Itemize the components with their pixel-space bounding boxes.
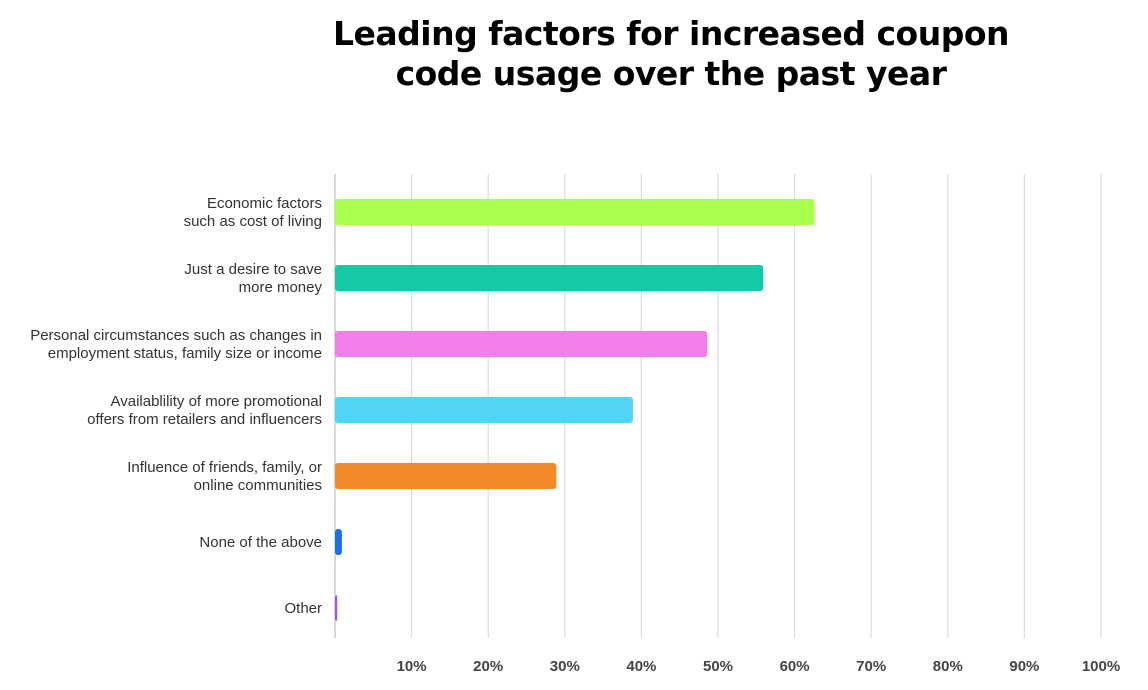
category-label-4: Availablility of more promotional offers … bbox=[87, 393, 322, 428]
category-label-2: Just a desire to save more money bbox=[184, 261, 322, 296]
category-label-3: Personal circumstances such as changes i… bbox=[30, 327, 322, 362]
tick-label-20: 20% bbox=[473, 658, 503, 675]
tick-label-90: 90% bbox=[1009, 658, 1039, 675]
tick-label-70: 70% bbox=[856, 658, 886, 675]
bar-2 bbox=[335, 265, 764, 291]
tick-label-50: 50% bbox=[703, 658, 733, 675]
chart-title-line-2: code usage over the past year bbox=[395, 54, 947, 93]
bar-7 bbox=[335, 595, 338, 621]
chart-title: Leading factors for increased coupon cod… bbox=[0, 14, 1148, 94]
bar-3 bbox=[335, 331, 708, 357]
chart-title-line-1: Leading factors for increased coupon bbox=[333, 14, 1009, 53]
category-label-5: Influence of friends, family, or online c… bbox=[127, 459, 322, 494]
category-label-7: Other bbox=[284, 600, 322, 617]
bar-6 bbox=[335, 529, 342, 555]
tick-label-10: 10% bbox=[397, 658, 427, 675]
tick-label-30: 30% bbox=[550, 658, 580, 675]
tick-label-40: 40% bbox=[626, 658, 656, 675]
tick-label-100: 100% bbox=[1082, 658, 1120, 675]
tick-label-60: 60% bbox=[780, 658, 810, 675]
bar-5 bbox=[335, 463, 557, 489]
category-label-1: Economic factors such as cost of living bbox=[184, 195, 322, 230]
bar-4 bbox=[335, 397, 633, 423]
tick-label-80: 80% bbox=[933, 658, 963, 675]
bar-1 bbox=[335, 199, 815, 225]
category-label-6: None of the above bbox=[199, 534, 322, 551]
